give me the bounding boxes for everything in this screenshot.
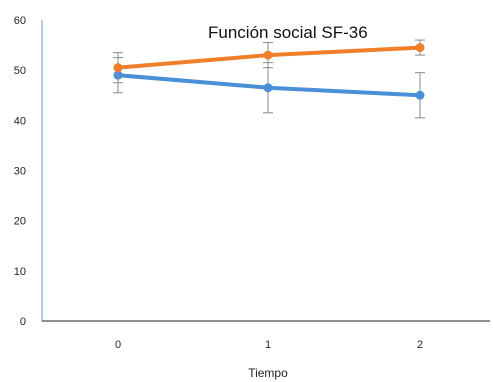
x-axis-title: Tiempo bbox=[248, 366, 288, 380]
data-point bbox=[415, 90, 425, 100]
y-tick-label: 10 bbox=[14, 266, 26, 278]
series-layer bbox=[113, 39, 425, 119]
data-point bbox=[415, 43, 425, 53]
y-tick-label: 30 bbox=[14, 166, 26, 178]
y-tick-label: 20 bbox=[14, 216, 26, 228]
y-tick-label: 40 bbox=[14, 115, 26, 127]
chart-title: Función social SF-36 bbox=[208, 23, 368, 42]
y-tick-label: 60 bbox=[14, 15, 26, 27]
y-axis-ticks: 0 10 20 30 40 50 60 bbox=[14, 15, 26, 328]
x-tick-label: 1 bbox=[265, 339, 271, 351]
x-tick-label: 0 bbox=[115, 339, 121, 351]
data-point bbox=[263, 50, 273, 60]
y-tick-label: 50 bbox=[14, 65, 26, 77]
x-tick-label: 2 bbox=[417, 339, 423, 351]
series-group bbox=[113, 57, 425, 119]
data-point bbox=[113, 63, 123, 73]
x-axis-ticks: 0 1 2 bbox=[115, 339, 423, 351]
data-point bbox=[263, 83, 273, 93]
series-group bbox=[113, 39, 425, 84]
y-tick-label: 0 bbox=[20, 316, 26, 328]
